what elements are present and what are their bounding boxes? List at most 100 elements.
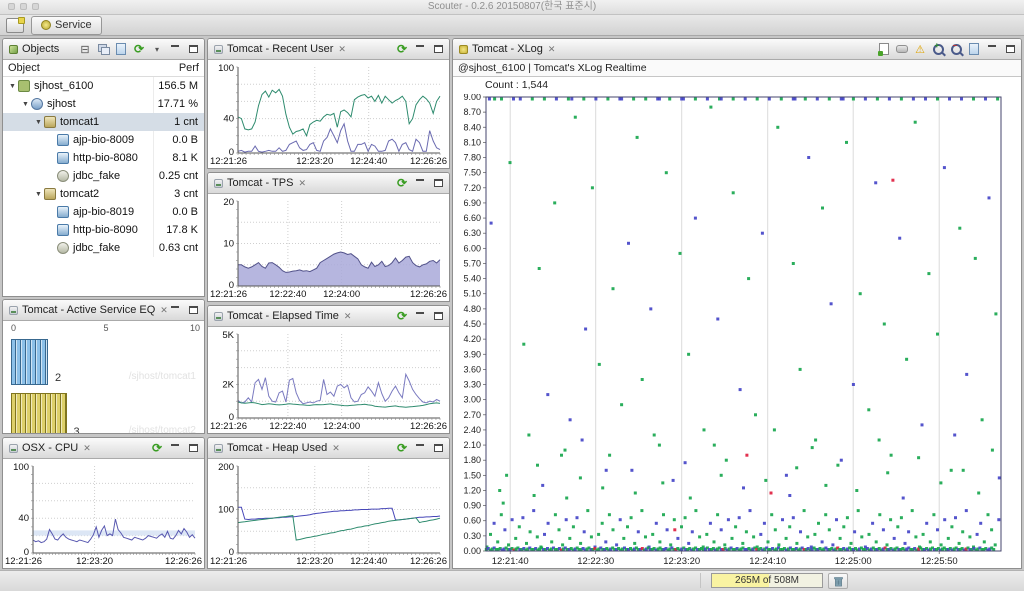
window-control-close[interactable] <box>8 3 15 10</box>
close-icon[interactable]: ✕ <box>332 442 340 453</box>
tree-row-sjhost[interactable]: ▼ sjhost 17.71 % <box>3 95 204 113</box>
xlog-tab[interactable]: Tomcat - XLog ✕ ⚠ + − <box>453 39 1021 60</box>
report-icon[interactable] <box>114 43 128 56</box>
minimize-icon[interactable] <box>413 43 427 56</box>
eq-axis: 0 5 10 <box>3 323 204 334</box>
svg-text:8.70: 8.70 <box>463 107 481 117</box>
close-icon[interactable]: ✕ <box>298 177 306 188</box>
tree-row-label: http-bio-8080 <box>73 152 138 164</box>
heap-tab[interactable]: Tomcat - Heap Used ✕ ⟳ <box>208 438 449 459</box>
eq-bar1-label: 2 <box>55 372 62 384</box>
minimize-icon[interactable] <box>413 177 427 190</box>
window-control-zoom[interactable] <box>32 3 39 10</box>
close-icon[interactable]: ✕ <box>160 304 168 315</box>
maximize-icon[interactable] <box>431 310 445 323</box>
tree-row-perf: 8.1 K <box>172 152 198 164</box>
export-icon[interactable] <box>877 43 891 56</box>
tree-row-tomcat1[interactable]: ▼ tomcat1 1 cnt <box>3 113 204 131</box>
tree-row-jdbc_fake[interactable]: jdbc_fake 0.25 cnt <box>3 167 204 185</box>
group-mode-icon[interactable] <box>96 43 110 56</box>
svg-text:1.20: 1.20 <box>463 485 481 495</box>
minimize-icon[interactable] <box>985 43 999 56</box>
refresh-icon[interactable]: ⟳ <box>396 176 408 190</box>
close-icon[interactable]: ✕ <box>343 310 352 321</box>
minimize-icon[interactable] <box>413 310 427 323</box>
elapsed-chart[interactable]: 5K 2K 0 12:21:26 12:22:40 12:24:00 12:26:26 <box>208 327 449 433</box>
zoom-out-icon[interactable]: − <box>949 41 963 56</box>
minimize-icon[interactable] <box>168 442 182 455</box>
heap-chart[interactable]: 200 100 0 12:21:26 12:23:20 12:24:40 12:26:26 <box>208 459 449 568</box>
maximize-icon[interactable] <box>1003 43 1017 56</box>
maximize-icon[interactable] <box>186 43 200 56</box>
tree-row-http-bio-8090[interactable]: http-bio-8090 17.8 K <box>3 221 204 239</box>
tps-tab[interactable]: Tomcat - TPS ✕ ⟳ <box>208 173 449 194</box>
refresh-icon[interactable]: ⟳ <box>133 42 145 56</box>
maximize-icon[interactable] <box>186 304 200 317</box>
panel-elapsed-time: Tomcat - Elapsed Time ✕ ⟳ 5K 2K 0 12:21:26 1… <box>207 305 450 434</box>
service-perspective-icon <box>41 20 51 30</box>
column-perf: Perf <box>178 62 199 74</box>
tree-row-ajp-bio-8019[interactable]: ajp-bio-8019 0.0 B <box>3 203 204 221</box>
minimize-icon[interactable] <box>168 43 182 56</box>
svg-text:12:22:40: 12:22:40 <box>269 289 306 300</box>
recent-user-chart[interactable]: 100 40 0 12:21:26 12:23:20 12:24:40 12:26:26 <box>208 60 449 168</box>
svg-text:12:22:40: 12:22:40 <box>269 421 306 432</box>
refresh-icon[interactable]: ⟳ <box>396 309 408 323</box>
summary-icon[interactable] <box>895 43 909 56</box>
active-eq-chart[interactable]: 0 5 10 2 3 /sjhost/tomcat1 /sjhost/tomca… <box>3 321 204 433</box>
refresh-icon[interactable]: ⟳ <box>151 441 163 455</box>
objects-tab[interactable]: Objects ⊟ ⟳ ▾ <box>3 39 204 60</box>
refresh-icon[interactable]: ⟳ <box>396 441 408 455</box>
expander-icon[interactable]: ▼ <box>35 118 42 126</box>
past-data-icon[interactable] <box>967 43 981 56</box>
maximize-icon[interactable] <box>186 442 200 455</box>
close-icon[interactable]: ✕ <box>338 43 346 54</box>
view-menu-icon[interactable]: ▾ <box>154 44 159 54</box>
close-icon[interactable]: ✕ <box>547 43 556 54</box>
heap-status-widget[interactable]: 265M of 508M <box>711 573 823 588</box>
recent-user-tab[interactable]: Tomcat - Recent User ✕ ⟳ <box>208 39 449 60</box>
maximize-icon[interactable] <box>431 442 445 455</box>
eq-bar-tomcat2[interactable] <box>11 393 67 433</box>
xlog-body: @sjhost_6100 | Tomcat's XLog Realtime Co… <box>453 60 1021 568</box>
tree-row-perf: 0.0 B <box>172 206 198 218</box>
cpu-tab[interactable]: OSX - CPU ✕ ⟳ <box>3 438 204 459</box>
xlog-scatter[interactable]: 9.00 8.70 8.40 8.10 7.80 7.50 7.20 6.90 6.60 6.30… <box>453 92 1021 568</box>
eq-bar-tomcat1[interactable] <box>11 339 48 385</box>
warning-filter-icon[interactable]: ⚠ <box>915 43 925 56</box>
close-icon[interactable]: ✕ <box>83 442 91 453</box>
tree-row-ajp-bio-8009[interactable]: ajp-bio-8009 0.0 B <box>3 131 204 149</box>
perspective-tab-service[interactable]: Service <box>31 15 102 35</box>
elapsed-tab[interactable]: Tomcat - Elapsed Time ✕ ⟳ <box>208 306 449 327</box>
eq-bar2-label: 3 <box>73 426 80 433</box>
tree-row-perf: 0.63 cnt <box>158 242 198 254</box>
collapse-all-icon[interactable]: ⊟ <box>80 43 90 56</box>
tree-row-jdbc_fake[interactable]: jdbc_fake 0.63 cnt <box>3 239 204 257</box>
open-perspective-icon[interactable] <box>6 16 25 33</box>
minimize-icon[interactable] <box>168 304 182 317</box>
cpu-chart[interactable]: 100 40 0 12:21:26 12:23:20 12:26:26 <box>3 459 204 568</box>
zoom-in-icon[interactable]: + <box>931 41 945 56</box>
tree-column-header[interactable]: Object Perf <box>3 60 204 77</box>
tree-row-http-bio-8080[interactable]: http-bio-8080 8.1 K <box>3 149 204 167</box>
active-eq-tab[interactable]: Tomcat - Active Service EQ ✕ <box>3 300 204 321</box>
tree-row-label: jdbc_fake <box>73 242 121 254</box>
minimize-icon[interactable] <box>413 442 427 455</box>
tree-row-sjhost_6100[interactable]: ▼ sjhost_6100 156.5 M <box>3 77 204 95</box>
svg-text:1.50: 1.50 <box>463 470 481 480</box>
expander-icon[interactable]: ▼ <box>9 82 16 90</box>
svg-text:4.50: 4.50 <box>463 319 481 329</box>
refresh-icon[interactable]: ⟳ <box>396 42 408 56</box>
panel-tps: Tomcat - TPS ✕ ⟳ 20 10 0 12:21:26 12:22:40 12… <box>207 172 450 302</box>
window-control-minimize[interactable] <box>20 3 27 10</box>
maximize-icon[interactable] <box>431 43 445 56</box>
expander-icon[interactable]: ▼ <box>22 100 29 108</box>
maximize-icon[interactable] <box>431 177 445 190</box>
expander-icon[interactable]: ▼ <box>35 190 42 198</box>
window-title: Scouter - 0.2.6 20150807(한국 표준시) <box>427 1 597 12</box>
tree-row-tomcat2[interactable]: ▼ tomcat2 3 cnt <box>3 185 204 203</box>
svg-text:12:24:00: 12:24:00 <box>323 421 360 432</box>
tps-chart[interactable]: 20 10 0 12:21:26 12:22:40 12:24:00 12:26:26 <box>208 194 449 301</box>
run-garbage-collect-button[interactable] <box>828 573 848 589</box>
svg-text:0.00: 0.00 <box>463 546 481 556</box>
